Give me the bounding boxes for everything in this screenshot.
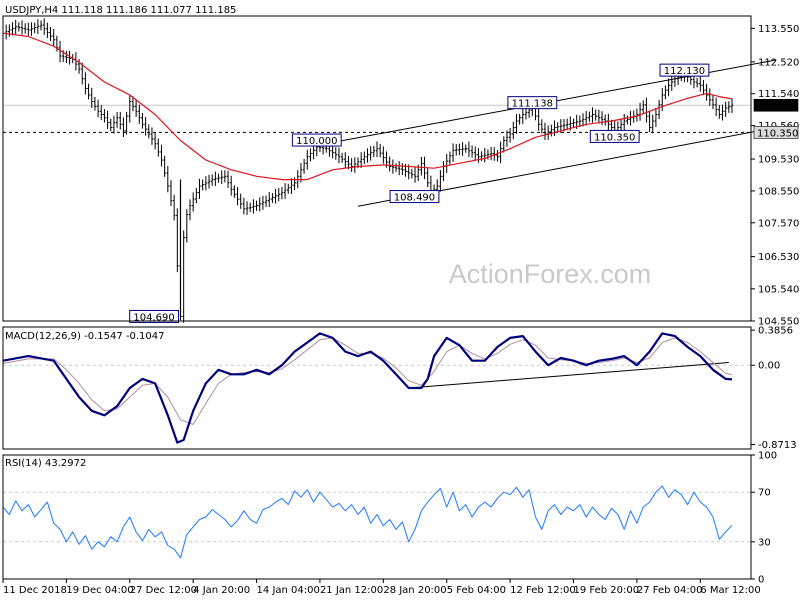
x-tick-label: 27 Dec 12:00 (130, 585, 197, 596)
price-y-tick-label: 112.520 (758, 57, 799, 68)
price-annotation-label: 112.130 (664, 66, 705, 77)
price-annotation-box (589, 129, 640, 143)
x-tick-label: 11 Dec 2018 (3, 585, 67, 596)
x-tick-label: 21 Jan 12:00 (320, 585, 383, 596)
x-tick-label: 19 Feb 20:00 (574, 585, 640, 596)
x-tick-label: 4 Jan 20:00 (193, 585, 250, 596)
support-level-tag: 110.350 (757, 128, 798, 139)
main-chart-title: USDJPY,H4 111.118 111.186 111.077 111.18… (5, 5, 236, 16)
price-annotation-label: 104.690 (133, 312, 174, 323)
price-y-tick-label: 104.550 (758, 317, 799, 328)
macd-signal-line (2, 337, 733, 425)
macd-title: MACD(12,26,9) -0.1547 -0.1047 (5, 331, 165, 342)
rsi-pane-frame (2, 454, 752, 580)
price-annotation-box (389, 190, 440, 204)
rsi-y-tick-label: 70 (758, 488, 771, 499)
price-annotation-box (129, 309, 179, 323)
price-y-tick-label: 108.550 (758, 186, 799, 197)
current-price-tag: 111.185 (757, 101, 798, 112)
watermark: ActionForex.com (449, 259, 652, 289)
x-tick-label: 6 Mar 12:00 (700, 585, 760, 596)
macd-y-tick-label: 0.00 (758, 361, 780, 372)
price-annotation-label: 111.138 (512, 99, 553, 110)
moving-average-line (2, 32, 733, 181)
price-bars (4, 18, 734, 323)
x-tick-label: 19 Dec 04:00 (66, 585, 133, 596)
price-y-tick-label: 105.540 (758, 284, 799, 295)
price-y-tick-label: 111.540 (758, 89, 799, 100)
macd-line (2, 332, 733, 444)
price-annotation-box (659, 63, 710, 77)
x-tick-label: 12 Feb 12:00 (510, 585, 576, 596)
price-y-tick-label: 106.530 (758, 252, 799, 263)
price-annotation-box (507, 96, 558, 110)
macd-pane-frame (2, 326, 752, 450)
price-annotation-label: 110.000 (296, 136, 337, 147)
x-tick-label: 28 Jan 20:00 (383, 585, 446, 596)
x-tick-label: 27 Feb 04:00 (637, 585, 703, 596)
rsi-title: RSI(14) 43.2972 (5, 458, 86, 469)
price-annotation-label: 110.350 (594, 132, 635, 143)
rsi-y-tick-label: 100 (758, 451, 777, 462)
macd-y-tick-label: 0.3856 (758, 326, 793, 337)
price-pane-frame (2, 15, 752, 322)
price-y-tick-label: 113.550 (758, 24, 799, 35)
support-level-tag-box (753, 126, 799, 139)
x-tick-label: 14 Jan 04:00 (257, 585, 320, 596)
price-annotation-label: 108.490 (394, 193, 435, 204)
macd-trend-line (408, 362, 729, 389)
current-price-tag-box (753, 98, 799, 112)
rsi-line (2, 485, 733, 559)
rsi-y-tick-label: 30 (758, 537, 771, 548)
price-y-tick-label: 107.570 (758, 218, 799, 229)
macd-y-tick-label: -0.8713 (758, 440, 797, 451)
price-y-tick-label: 109.530 (758, 155, 799, 166)
rsi-y-tick-label: 0 (758, 575, 764, 586)
x-tick-label: 5 Feb 04:00 (447, 585, 506, 596)
price-annotation-box (291, 133, 342, 147)
